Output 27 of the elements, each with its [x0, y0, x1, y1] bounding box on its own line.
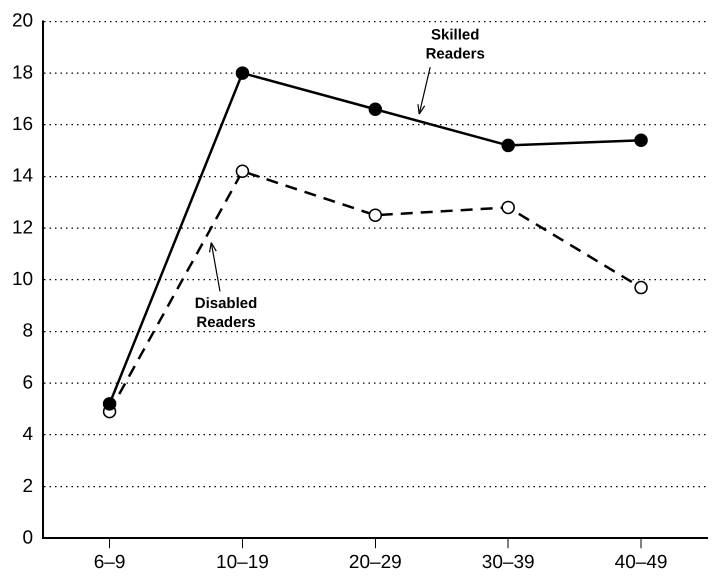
point: [236, 164, 250, 178]
point: [368, 208, 382, 222]
x-tick-label: 6–9: [94, 552, 126, 573]
point: [634, 134, 648, 148]
y-tick-label: 12: [12, 217, 34, 238]
point: [368, 102, 382, 116]
x-tick-label: 30–39: [482, 552, 535, 573]
y-tick-label: 6: [22, 372, 34, 394]
y-tick-label: 18: [12, 62, 34, 84]
series-label: Disabled Readers: [194, 295, 258, 332]
x-tick-label: 10–19: [216, 552, 269, 573]
y-tick-label: 16: [12, 114, 34, 135]
x-tick-label: 40–49: [614, 552, 668, 573]
text: Skilled Readers: [426, 26, 485, 63]
y-tick-label: 0: [22, 527, 34, 548]
y-tick-label: 2: [22, 476, 34, 497]
point: [102, 397, 116, 411]
y-tick-label: 10: [12, 269, 34, 290]
point: [634, 280, 648, 294]
point: [236, 66, 250, 80]
y-tick-label: 20: [12, 10, 34, 32]
point: [501, 138, 515, 152]
point: [501, 200, 515, 214]
y-tick-label: 4: [22, 424, 34, 446]
y-tick-label: 14: [12, 166, 34, 187]
x-tick-label: 20–29: [348, 552, 402, 573]
y-tick-label: 8: [22, 320, 34, 342]
